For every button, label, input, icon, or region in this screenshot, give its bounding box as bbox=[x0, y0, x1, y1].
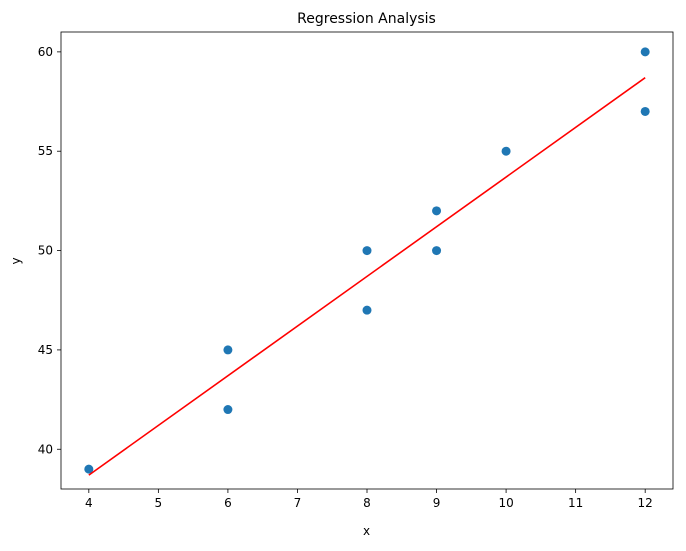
scatter-point bbox=[501, 146, 511, 156]
x-tick-label: 10 bbox=[498, 496, 513, 510]
scatter-point bbox=[223, 345, 233, 355]
x-tick-label: 4 bbox=[85, 496, 93, 510]
scatter-point bbox=[432, 246, 442, 256]
scatter-point bbox=[84, 464, 94, 474]
x-tick-label: 6 bbox=[224, 496, 232, 510]
x-axis-label: x bbox=[363, 524, 370, 538]
scatter-point bbox=[362, 246, 372, 256]
x-tick-label: 5 bbox=[155, 496, 163, 510]
x-tick-label: 12 bbox=[638, 496, 653, 510]
y-tick-label: 60 bbox=[38, 45, 53, 59]
scatter-point bbox=[640, 106, 650, 116]
x-tick-label: 9 bbox=[433, 496, 441, 510]
regression-line bbox=[88, 77, 646, 476]
scatter-point bbox=[432, 206, 442, 216]
plot-frame bbox=[60, 31, 674, 490]
y-tick-label: 50 bbox=[38, 244, 53, 258]
scatter-point bbox=[223, 405, 233, 415]
y-tick-label: 45 bbox=[38, 343, 53, 357]
scatter-point bbox=[640, 47, 650, 57]
x-tick-label: 7 bbox=[294, 496, 302, 510]
chart-title: Regression Analysis bbox=[297, 11, 436, 27]
y-axis-label: y bbox=[9, 257, 23, 264]
x-tick-label: 8 bbox=[363, 496, 371, 510]
y-tick-label: 40 bbox=[38, 442, 53, 456]
x-tick-label: 11 bbox=[568, 496, 583, 510]
y-tick-label: 55 bbox=[38, 144, 53, 158]
scatter-point bbox=[362, 305, 372, 315]
